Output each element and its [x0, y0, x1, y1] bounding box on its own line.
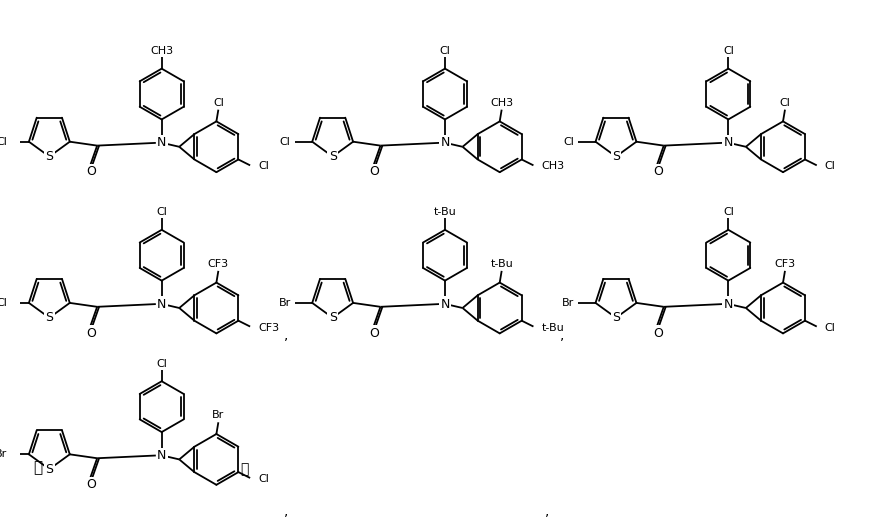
Text: N: N	[724, 136, 733, 149]
Text: CF3: CF3	[774, 259, 795, 269]
Text: Cl: Cl	[156, 359, 167, 369]
Text: Cl: Cl	[779, 98, 791, 108]
Text: Br: Br	[278, 298, 291, 308]
Text: S: S	[45, 311, 53, 324]
Text: N: N	[157, 297, 166, 311]
Text: t-Bu: t-Bu	[541, 323, 564, 332]
Text: S: S	[45, 463, 53, 476]
Text: Cl: Cl	[0, 137, 8, 147]
Text: Cl: Cl	[825, 161, 835, 171]
Text: ,: ,	[283, 329, 288, 342]
Text: CH3: CH3	[150, 46, 173, 56]
Text: O: O	[86, 478, 96, 491]
Text: S: S	[612, 150, 620, 163]
Text: CH3: CH3	[490, 98, 514, 108]
Text: O: O	[369, 326, 380, 340]
Text: Br: Br	[212, 410, 224, 420]
Text: Cl: Cl	[0, 298, 8, 308]
Text: N: N	[441, 297, 449, 311]
Text: O: O	[653, 326, 663, 340]
Text: CF3: CF3	[258, 323, 279, 332]
Text: Cl: Cl	[258, 474, 269, 484]
Text: S: S	[328, 311, 336, 324]
Text: Cl: Cl	[825, 323, 835, 332]
Text: ,: ,	[560, 329, 565, 342]
Text: N: N	[157, 449, 166, 462]
Text: Br: Br	[0, 449, 8, 460]
Text: Cl: Cl	[280, 137, 291, 147]
Text: Cl: Cl	[563, 137, 574, 147]
Text: Cl: Cl	[213, 98, 224, 108]
Text: S: S	[612, 311, 620, 324]
Text: ,: ,	[283, 504, 288, 518]
Text: Cl: Cl	[440, 46, 450, 56]
Text: CF3: CF3	[208, 259, 229, 269]
Text: O: O	[653, 165, 663, 179]
Text: ,: ,	[546, 504, 550, 518]
Text: t-Bu: t-Bu	[434, 207, 456, 217]
Text: Cl: Cl	[723, 46, 733, 56]
Text: Cl: Cl	[258, 161, 269, 171]
Text: Cl: Cl	[723, 207, 733, 217]
Text: CH3: CH3	[541, 161, 564, 171]
Text: Br: Br	[561, 298, 574, 308]
Text: S: S	[328, 150, 336, 163]
Text: 或: 或	[33, 460, 43, 475]
Text: N: N	[724, 297, 733, 311]
Text: 。: 。	[241, 462, 249, 476]
Text: Cl: Cl	[156, 207, 167, 217]
Text: t-Bu: t-Bu	[490, 259, 513, 269]
Text: S: S	[45, 150, 53, 163]
Text: O: O	[369, 165, 380, 179]
Text: O: O	[86, 326, 96, 340]
Text: N: N	[157, 136, 166, 149]
Text: N: N	[441, 136, 449, 149]
Text: O: O	[86, 165, 96, 179]
